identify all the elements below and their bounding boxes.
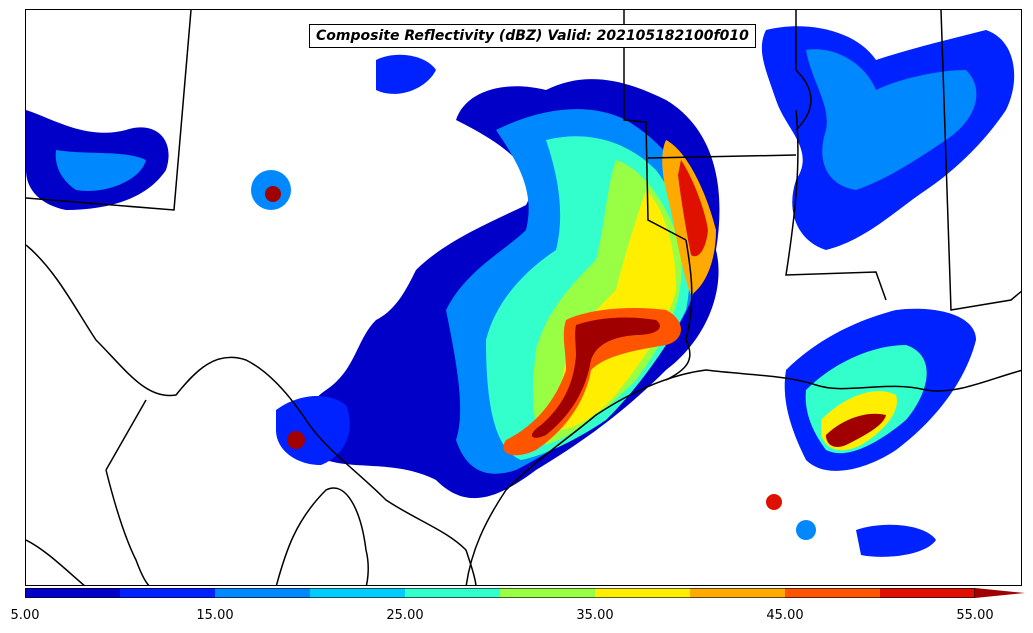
colorbar-extend-arrow — [975, 588, 1025, 598]
colorbar-segment — [215, 588, 311, 598]
echo-cell-west-core — [265, 186, 281, 202]
mexico-state-line-2 — [105, 469, 150, 585]
gulf-coastline — [465, 369, 1021, 585]
echo-region-northeast-l2 — [806, 49, 977, 190]
echo-band-intense — [503, 308, 681, 456]
mexico-border — [26, 244, 477, 585]
map-title: Composite Reflectivity (dBZ) Valid: 2021… — [309, 24, 756, 48]
echo-region-north — [376, 54, 436, 94]
colorbar-tick-label: 5.00 — [10, 608, 40, 623]
colorbar-segment — [500, 588, 596, 598]
map-panel: Composite Reflectivity (dBZ) Valid: 2021… — [25, 9, 1022, 586]
colorbar-outline — [25, 588, 975, 598]
state-boundary-ar-north — [795, 10, 812, 131]
state-boundary-tx-la — [665, 239, 693, 381]
colorbar-segment — [405, 588, 501, 598]
colorbar-segments — [25, 588, 976, 598]
reflectivity-map — [26, 10, 1021, 585]
colorbar-segment — [690, 588, 786, 598]
state-boundary-ok-ar — [647, 154, 797, 159]
echo-cell-gulf-1 — [766, 494, 782, 510]
colorbar-segment — [25, 588, 121, 598]
state-boundary-nm-az — [26, 10, 192, 211]
colorbar-segment — [310, 588, 406, 598]
colorbar-tick-label: 15.00 — [196, 608, 234, 623]
echo-region-louisiana-core — [826, 413, 886, 447]
colorbar-segment — [785, 588, 881, 598]
reflectivity-field — [26, 26, 1015, 557]
state-boundary-la-ms — [785, 109, 887, 301]
mexico-state-line-4 — [26, 539, 85, 585]
echo-band-core — [531, 317, 660, 438]
mexico-state-line-3 — [275, 487, 369, 585]
colorbar-segment — [595, 588, 691, 598]
colorbar-tick-label: 35.00 — [576, 608, 614, 623]
colorbar-segment — [120, 588, 216, 598]
echo-cell-gulf-2 — [796, 520, 816, 540]
echo-region-gulf-east — [856, 524, 936, 557]
colorbar-segment — [880, 588, 976, 598]
echo-region-west-l2 — [55, 150, 146, 191]
colorbar-tick-label: 25.00 — [386, 608, 424, 623]
echo-band-north-core — [678, 160, 708, 257]
state-boundary-ms-al — [940, 10, 1021, 311]
state-boundary-ok — [623, 10, 687, 241]
colorbar-tick-label: 45.00 — [766, 608, 804, 623]
map-boundaries — [26, 10, 1021, 585]
mexico-state-line-1 — [105, 399, 147, 471]
colorbar — [25, 588, 1025, 598]
echo-cell-bigbend-core — [287, 431, 305, 449]
colorbar-tick-label: 55.00 — [956, 608, 994, 623]
